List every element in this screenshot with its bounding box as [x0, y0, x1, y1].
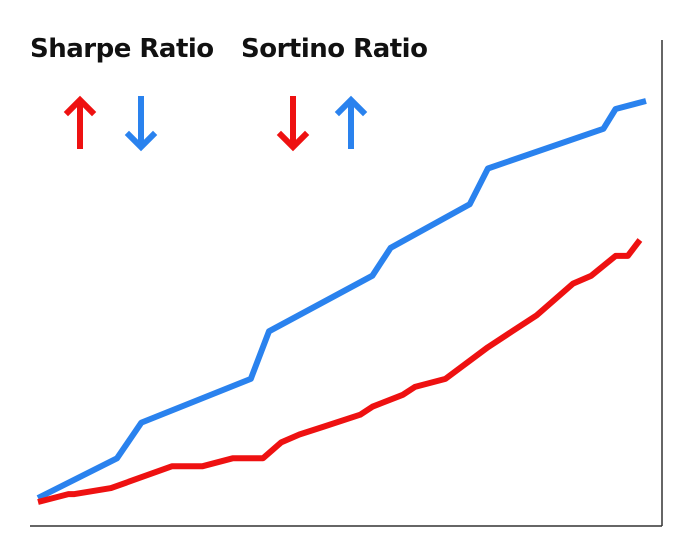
blue-series-line [36, 98, 647, 501]
sortino-ratio-label: Sortino Ratio [241, 34, 428, 64]
arrow-head [334, 95, 368, 117]
arrow-head [124, 130, 158, 152]
arrow-head [63, 95, 97, 117]
sharpe-ratio-label: Sharpe Ratio [30, 34, 214, 64]
arrow-head [276, 130, 310, 152]
blue-up-arrow-icon [334, 95, 368, 149]
red-down-arrow-icon [276, 96, 310, 152]
red-series-line [37, 238, 643, 505]
red-up-arrow-icon [63, 95, 97, 149]
blue-down-arrow-icon [124, 96, 158, 152]
